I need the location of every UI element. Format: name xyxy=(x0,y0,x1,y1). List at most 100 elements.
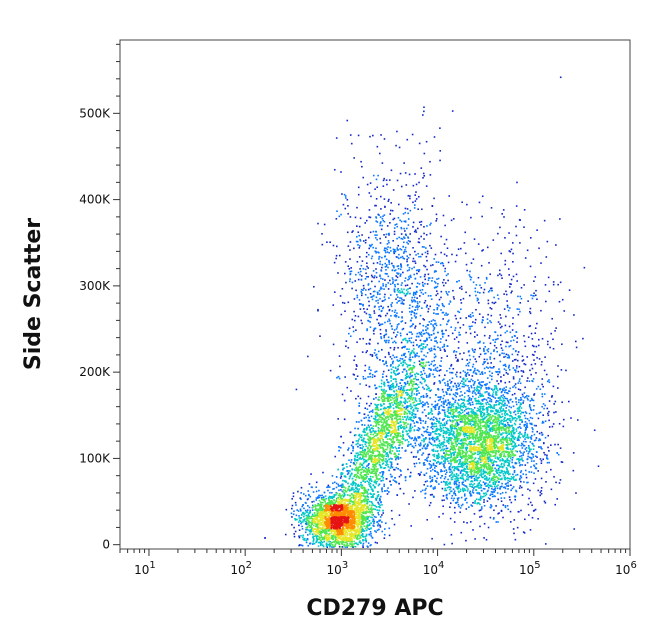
data-point xyxy=(465,508,468,510)
data-point xyxy=(517,435,520,437)
data-point xyxy=(411,301,413,303)
data-point xyxy=(348,327,351,330)
data-point xyxy=(303,513,305,516)
data-point xyxy=(468,388,471,391)
data-point xyxy=(540,309,542,312)
data-point xyxy=(408,276,410,278)
data-point xyxy=(425,140,428,143)
data-point xyxy=(395,315,397,318)
data-point xyxy=(441,388,444,391)
data-point xyxy=(435,313,437,315)
data-point xyxy=(433,348,435,350)
data-point xyxy=(417,302,419,305)
data-point xyxy=(368,523,371,525)
data-point xyxy=(374,234,376,236)
data-point xyxy=(497,498,500,501)
data-point xyxy=(393,311,396,314)
data-point xyxy=(380,466,383,469)
data-point xyxy=(401,447,403,449)
data-point xyxy=(406,340,409,342)
data-point xyxy=(496,492,499,494)
data-point xyxy=(521,355,524,358)
data-point xyxy=(349,474,352,476)
data-point xyxy=(476,502,479,505)
data-point xyxy=(402,361,404,364)
data-point xyxy=(301,505,304,508)
data-point xyxy=(398,146,401,149)
data-point xyxy=(465,449,468,452)
data-point xyxy=(448,291,450,293)
data-point xyxy=(463,432,465,434)
data-point xyxy=(501,415,504,418)
data-point xyxy=(400,237,403,240)
data-point xyxy=(440,461,443,464)
data-point xyxy=(395,480,397,483)
data-point xyxy=(429,244,431,247)
data-point xyxy=(426,443,429,446)
data-point xyxy=(321,243,324,246)
data-point xyxy=(496,457,499,460)
data-point xyxy=(506,412,508,415)
data-point xyxy=(487,406,490,408)
data-point xyxy=(375,216,377,218)
data-point xyxy=(512,317,514,319)
data-point xyxy=(369,527,372,530)
data-point xyxy=(395,481,398,484)
data-point xyxy=(486,358,488,361)
data-point xyxy=(424,379,426,382)
data-point xyxy=(541,337,544,340)
data-point xyxy=(511,401,514,403)
data-point xyxy=(494,483,497,486)
data-point xyxy=(388,339,390,342)
data-point xyxy=(349,278,351,280)
data-point xyxy=(431,537,433,540)
data-point xyxy=(490,484,492,487)
data-point xyxy=(468,440,471,443)
data-point xyxy=(460,531,463,534)
data-point xyxy=(366,183,369,186)
data-point xyxy=(499,492,502,495)
data-point xyxy=(432,487,435,489)
data-point xyxy=(382,412,385,415)
data-point xyxy=(453,490,456,492)
data-point xyxy=(551,425,554,428)
data-point xyxy=(531,504,533,507)
data-point xyxy=(406,416,409,419)
data-point xyxy=(436,418,438,421)
data-point xyxy=(432,462,435,465)
data-point xyxy=(382,360,384,362)
data-point xyxy=(437,413,440,415)
data-point xyxy=(394,477,396,479)
data-point xyxy=(414,250,416,253)
data-point xyxy=(462,324,465,326)
data-point xyxy=(430,222,432,225)
data-point xyxy=(506,477,509,479)
data-point xyxy=(373,332,375,335)
data-point xyxy=(439,477,442,479)
data-point xyxy=(508,381,511,383)
data-point xyxy=(427,417,430,419)
data-point xyxy=(363,413,366,416)
data-point xyxy=(473,477,476,480)
data-point xyxy=(435,462,438,464)
data-point xyxy=(512,377,515,380)
data-point xyxy=(442,436,445,438)
data-point xyxy=(318,489,320,492)
data-point xyxy=(420,343,423,345)
data-point xyxy=(409,274,412,277)
data-point xyxy=(399,297,401,299)
data-point xyxy=(544,453,546,456)
data-point xyxy=(373,493,376,495)
data-point xyxy=(343,475,346,478)
data-point xyxy=(364,440,366,443)
data-point xyxy=(396,301,398,304)
data-point xyxy=(456,421,459,424)
data-point xyxy=(329,369,332,372)
data-point xyxy=(430,437,433,440)
data-point xyxy=(419,322,421,325)
data-point xyxy=(388,297,390,299)
data-point xyxy=(394,335,397,338)
data-point xyxy=(417,195,420,198)
data-point xyxy=(488,387,491,390)
data-point xyxy=(528,380,531,382)
